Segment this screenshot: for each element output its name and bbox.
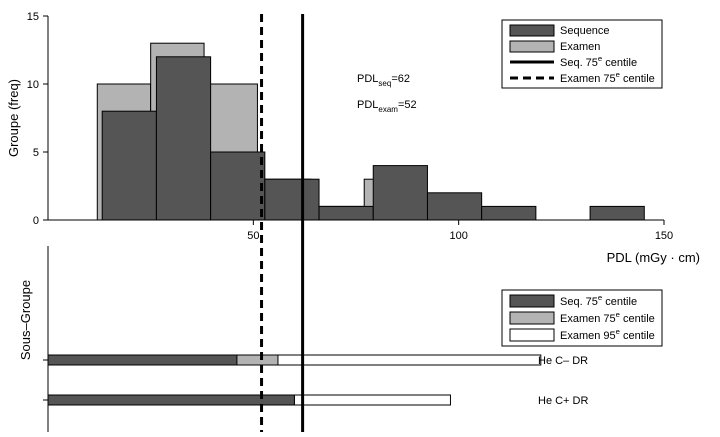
seq-75-centile-bar bbox=[47, 394, 295, 406]
legend-swatch bbox=[509, 294, 555, 308]
legend-label: Examen bbox=[560, 41, 600, 53]
seq-75-centile-bar bbox=[47, 354, 238, 366]
y-tick-label: 15 bbox=[27, 11, 39, 23]
sequence-bar bbox=[155, 56, 212, 221]
sequence-bar bbox=[426, 192, 483, 221]
sequence-bar bbox=[210, 151, 266, 221]
subgroup-axis-label: Sous–Groupe bbox=[18, 280, 33, 360]
y-tick-label: 5 bbox=[33, 147, 39, 159]
subgroup-label: He C+ DR bbox=[538, 395, 588, 407]
legend-swatch bbox=[509, 40, 555, 53]
legend-swatch bbox=[509, 311, 555, 325]
subgroup-label: He C– DR bbox=[538, 355, 588, 367]
sequence-bar bbox=[101, 110, 157, 221]
x-tick-label: 100 bbox=[449, 230, 467, 242]
x-tick-label: 50 bbox=[247, 230, 259, 242]
sequence-bar bbox=[372, 165, 428, 221]
y-tick-label: 0 bbox=[33, 215, 39, 227]
pdl-annotation: PDLexam=52 bbox=[357, 99, 417, 114]
subgroup-panel: Sous–Groupe He C– DR He C+ DR Seq. 75e cent… bbox=[18, 246, 663, 432]
y-axis-label: Groupe (freq) bbox=[6, 79, 21, 157]
legend-label: Seq. 75e centile bbox=[560, 54, 637, 69]
legend-label: Examen 75e centile bbox=[560, 70, 655, 85]
legend-label: Examen 75e centile bbox=[560, 310, 655, 325]
legend-label: Examen 95e centile bbox=[560, 327, 655, 342]
pdl-annotation: PDLseq=62 bbox=[357, 73, 410, 88]
legend-label: Seq. 75e centile bbox=[560, 293, 637, 308]
sequence-bar bbox=[589, 205, 645, 221]
sequence-bar bbox=[318, 205, 374, 221]
y-tick-label: 10 bbox=[27, 79, 39, 91]
sequence-bar bbox=[481, 205, 537, 221]
x-axis-label: PDL (mGy · cm) bbox=[607, 250, 700, 265]
sequence-bar bbox=[264, 178, 320, 221]
legend-swatch bbox=[509, 328, 555, 342]
histogram-panel: 0 5 10 15 50 100 150 Groupe (freq) PDL (mGy · cm… bbox=[6, 11, 700, 265]
legend-swatch bbox=[509, 24, 555, 37]
legend-label: Sequence bbox=[560, 25, 610, 37]
x-tick-label: 150 bbox=[655, 230, 673, 242]
